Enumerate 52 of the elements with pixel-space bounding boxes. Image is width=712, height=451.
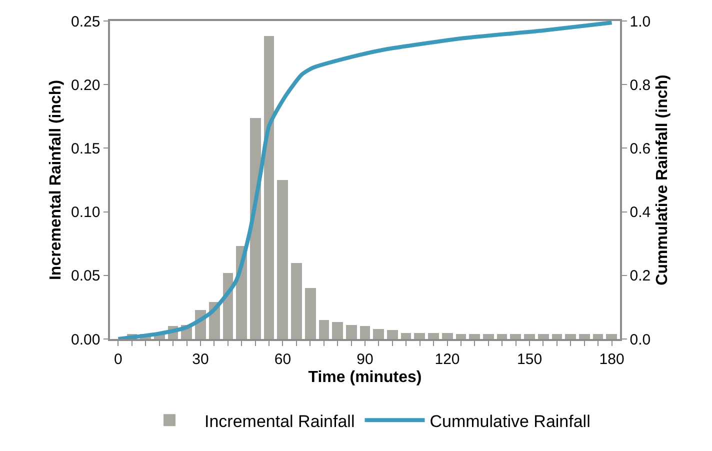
x-tick-label: 30 [192,350,209,368]
bar [497,334,507,339]
bar [593,334,603,339]
bar [277,180,288,339]
bar [538,334,549,339]
legend-label: Cummulative Rainfall [430,412,590,431]
y2-tick-label: 0.8 [630,76,651,94]
y-tick-label: 0.00 [71,331,100,348]
y2-axis-title: Cummulative Rainfall (inch) [654,74,671,286]
y-axis-title: Incremental Rainfall (inch) [47,80,64,280]
bar [346,325,357,339]
bar [360,326,370,339]
line-series [116,21,614,339]
bar [552,334,562,339]
y-tick-label: 0.15 [71,140,100,158]
bar [305,288,316,339]
y-tick-label: 0.05 [71,268,100,285]
y-tick-label: 0.20 [71,76,100,94]
bar [332,322,343,339]
y2-tick-label: 0.4 [630,204,651,222]
bar [469,334,480,339]
bar [524,334,535,339]
bar [250,118,261,339]
y2-tick-label: 0.0 [630,331,651,348]
bar [565,334,576,339]
bar [579,334,590,339]
x-tick-label: 90 [356,350,374,368]
bar [606,334,617,339]
y-tick-label: 0.25 [71,13,100,30]
y-tick-label: 0.10 [71,204,100,222]
y2-tick-label: 0.6 [630,140,651,158]
x-tick-label: 0 [114,350,122,368]
y2-tick-label: 1.0 [630,13,651,30]
bar [291,263,302,339]
x-tick-label: 180 [599,350,624,368]
x-axis-title: Time (minutes) [308,368,422,386]
bar [319,320,329,339]
bar [401,333,411,339]
x-tick-label: 60 [274,350,292,368]
bar [387,330,398,339]
y2-tick-label: 0.2 [630,268,651,285]
bar [510,334,521,339]
bar [428,333,439,339]
bar [264,36,274,339]
legend-label: Incremental Rainfall [204,412,355,431]
bar [414,333,425,339]
x-tick-label: 150 [517,350,542,368]
bar [442,333,453,339]
x-tick-label: 120 [434,350,460,368]
bar [373,329,384,339]
bar [483,334,494,339]
bar [456,334,466,339]
